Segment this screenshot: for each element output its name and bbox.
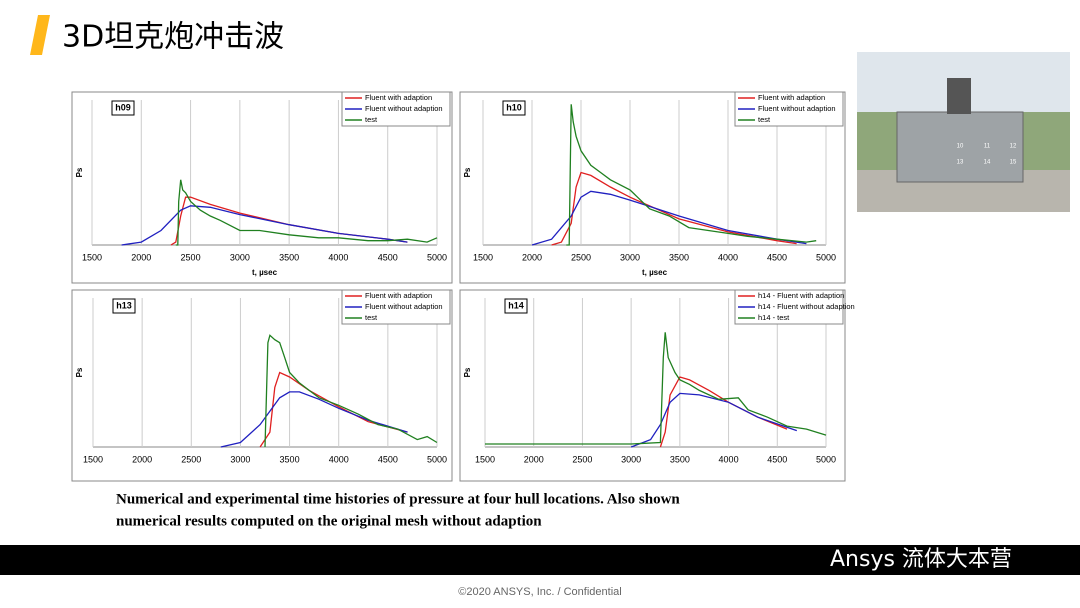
chart-title: h10 [506,102,522,112]
x-tick-label: 4500 [378,454,398,464]
x-tick-label: 3000 [230,252,250,262]
legend-label: Fluent without adaption [758,104,836,113]
chart: 1500 2000 2500 3000 3500 4000 4500 5000 h13 Ps Flu… [71,289,453,482]
x-tick-label: 3000 [620,252,640,262]
legend-label: Fluent with adaption [365,291,432,300]
legend-label: Fluent with adaption [758,93,825,102]
legend-label: h14 - Fluent with adaption [758,291,844,300]
x-tick-label: 2000 [131,252,151,262]
legend-label: Fluent without adaption [365,302,443,311]
x-tick-label: 3000 [621,454,641,464]
x-tick-label: 1500 [473,252,493,262]
chart-title-box [111,100,135,116]
x-tick-label: 2000 [524,454,544,464]
slide-title: 3D坦克炮冲击波 [62,20,284,55]
caption-line: numerical results computed on the origin… [116,513,542,529]
chart: 1500 2000 2500 3000 3500 4000 4500 5000 h10 t, µs… [459,91,846,284]
chart-title: h13 [116,300,132,310]
x-tick-label: 5000 [427,454,447,464]
series-line [630,392,798,448]
series-line [264,334,438,448]
x-tick-label: 4000 [719,454,739,464]
watermark: Ansys 流体大本营 [830,547,1012,572]
y-axis-label: Ps [75,167,84,177]
footer-band [0,545,1080,575]
chart-title-box [502,100,526,116]
legend-label: Fluent with adaption [365,93,432,102]
x-tick-label: 5000 [427,252,447,262]
chart: 1500 2000 2500 3000 3500 4000 4500 5000 h14 Ps h14… [459,289,855,482]
x-axis-label: t, µsec [252,268,278,277]
charts: 1500 2000 2500 3000 3500 4000 4500 5000 h09 t, µs… [71,91,855,482]
accent-slash [30,15,50,55]
x-tick-label: 2500 [181,252,201,262]
x-tick-label: 3000 [230,454,250,464]
x-tick-label: 2500 [181,454,201,464]
series-line [531,190,807,246]
x-tick-label: 2500 [572,454,592,464]
x-tick-label: 3500 [670,454,690,464]
photo-label: 11 [984,144,991,150]
y-axis-label: Ps [463,367,472,377]
caption-line: Numerical and experimental time historie… [116,491,680,507]
series-line [485,332,827,445]
chart-title-box [112,298,136,314]
x-tick-label: 5000 [816,252,836,262]
x-tick-label: 3500 [279,252,299,262]
x-tick-label: 3500 [669,252,689,262]
x-tick-label: 4000 [328,252,348,262]
x-tick-label: 3500 [280,454,300,464]
photo: 10 11 12 13 14 15 [857,52,1070,212]
chart-title: h14 [508,300,524,310]
x-tick-label: 1500 [82,252,102,262]
legend-label: Fluent without adaption [365,104,443,113]
x-tick-label: 2000 [132,454,152,464]
footer: ©2020 ANSYS, Inc. / Confidential [458,586,621,598]
chart-title: h09 [115,102,131,112]
series-line [175,179,438,246]
x-tick-label: 4000 [718,252,738,262]
photo-label: 10 [957,144,964,150]
x-tick-label: 1500 [475,454,495,464]
series-line [566,104,817,246]
legend-label: test [365,313,378,322]
photo-label: 15 [1010,160,1017,166]
photo-label: 14 [984,160,991,166]
photo-turret [947,78,971,114]
legend-label: test [758,115,771,124]
x-tick-label: 4500 [767,252,787,262]
photo-label: 13 [957,160,964,166]
y-axis-label: Ps [75,367,84,377]
legend-label: h14 - Fluent without adaption [758,302,855,311]
x-tick-label: 2000 [522,252,542,262]
x-tick-label: 4500 [767,454,787,464]
series-line [220,391,408,448]
x-tick-label: 4000 [329,454,349,464]
x-axis-label: t, µsec [642,268,668,277]
x-tick-label: 4500 [378,252,398,262]
x-tick-label: 1500 [83,454,103,464]
legend-label: h14 - test [758,313,790,322]
x-tick-label: 5000 [816,454,836,464]
photo-label: 12 [1010,144,1017,150]
chart: 1500 2000 2500 3000 3500 4000 4500 5000 h09 t, µs… [71,91,453,284]
chart-title-box [504,298,528,314]
x-tick-label: 2500 [571,252,591,262]
y-axis-label: Ps [463,167,472,177]
photo-hull [896,111,1024,183]
series-line [121,205,408,246]
legend-label: test [365,115,378,124]
